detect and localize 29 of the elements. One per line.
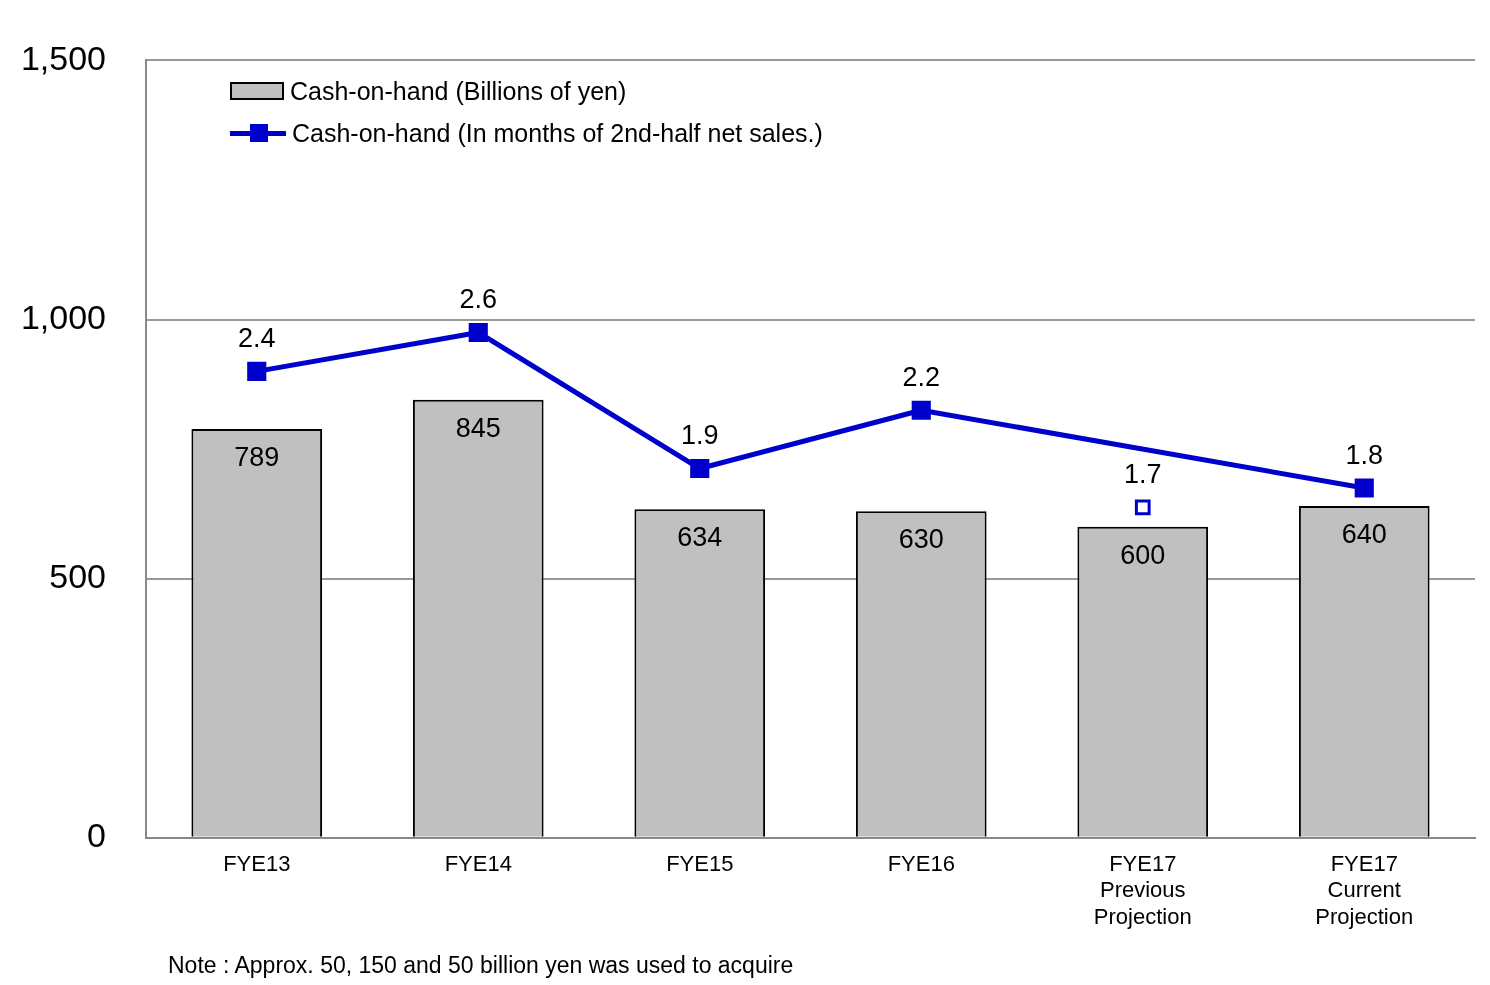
data-label: 2.6 (459, 284, 498, 315)
data-label: 640 (1341, 519, 1387, 550)
y-tick-label: 0 (87, 816, 106, 855)
data-label: 1.7 (1123, 459, 1162, 490)
x-tick-label: FYE17 Previous Projection (1093, 851, 1192, 929)
point (247, 361, 267, 381)
data-label: 845 (455, 412, 501, 443)
data-label: 630 (898, 524, 944, 555)
data-label: 2.4 (237, 323, 276, 354)
x-tick-label: FYE15 (666, 851, 734, 877)
y-tick-label: 1,500 (20, 38, 106, 77)
legend-label: Cash-on-hand (In months of 2nd-half net sales.) (292, 118, 823, 148)
data-label: 1.9 (680, 420, 719, 451)
x-tick-label: FYE16 (887, 851, 955, 877)
point (468, 322, 488, 343)
y-tick-label: 1,000 (20, 297, 106, 336)
data-label: 600 (1120, 539, 1166, 570)
x-tick-label: FYE17 Current Projection (1315, 851, 1414, 929)
point (690, 458, 710, 479)
data-label: 789 (234, 441, 280, 472)
data-label: 634 (677, 522, 723, 553)
x-tick-label: FYE13 (223, 851, 291, 877)
x-tick-label: FYE14 (444, 851, 512, 877)
point (911, 400, 931, 420)
text: Note : Approx. 50, 150 and 50 billion yen was used to acquire (168, 952, 794, 979)
data-label: 2.2 (902, 362, 941, 393)
legend-label: Cash-on-hand (Billions of yen) (290, 76, 627, 106)
y-tick-label: 500 (49, 557, 106, 596)
data-label: 1.8 (1345, 439, 1384, 470)
